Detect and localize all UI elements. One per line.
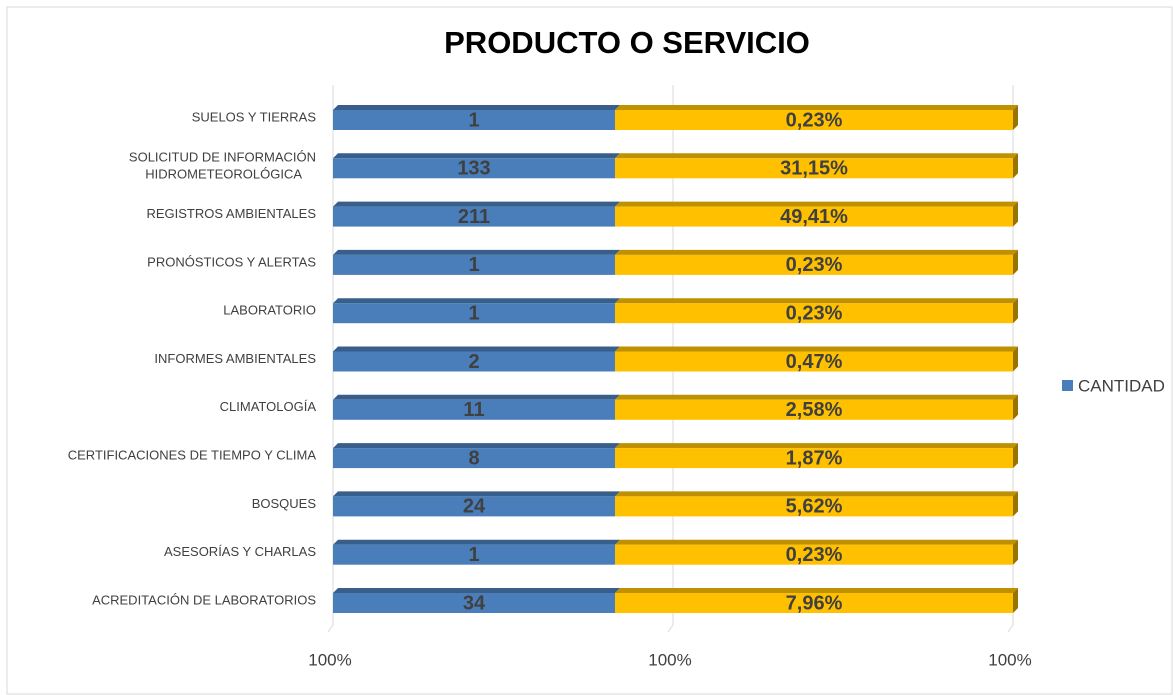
chart-title: PRODUCTO O SERVICIO [444, 25, 810, 60]
data-label: 0,23% [786, 302, 843, 324]
data-label: 133 [457, 158, 490, 180]
bar [333, 303, 615, 324]
bar-top [615, 201, 1018, 207]
bar [615, 496, 1013, 517]
bar [615, 399, 1013, 420]
bar-side [1013, 394, 1018, 420]
bar-top [615, 153, 1018, 159]
data-label: 31,15% [780, 158, 848, 180]
bar [615, 448, 1013, 469]
bar-top [615, 394, 1018, 400]
y-tick-label: ACREDITACIÓN DE LABORATORIOS [92, 592, 316, 607]
bar-top [615, 443, 1018, 449]
legend-label: CANTIDAD [1078, 376, 1165, 395]
bar [615, 110, 1013, 130]
bar-side [1013, 491, 1018, 517]
bar-top [615, 346, 1018, 352]
y-tick-label: PRONÓSTICOS Y ALERTAS [147, 254, 316, 269]
x-tick-label: 100% [308, 650, 351, 669]
y-tick-label: BOSQUES [252, 496, 317, 511]
data-label: 0,23% [786, 109, 843, 131]
bar [333, 496, 615, 517]
bar [333, 399, 615, 420]
data-label: 5,62% [786, 496, 843, 518]
bar-side [1013, 249, 1018, 275]
data-label: 1 [468, 109, 479, 131]
bar [333, 110, 615, 130]
bar-top [615, 539, 1018, 545]
bar-top [333, 346, 620, 352]
bar-top [333, 153, 620, 159]
bar-top [333, 201, 620, 207]
y-tick-label: INFORMES AMBIENTALES [154, 351, 316, 366]
bar-side [1013, 539, 1018, 565]
data-label: 0,23% [786, 544, 843, 566]
data-label: 1 [468, 302, 479, 324]
data-label: 1 [468, 544, 479, 566]
bar [333, 254, 615, 275]
data-label: 1 [468, 254, 479, 276]
bar-top [615, 491, 1018, 497]
bar [615, 158, 1013, 179]
data-label: 8 [468, 447, 479, 469]
bar-top [615, 588, 1018, 593]
bar-top [333, 491, 620, 497]
bar [333, 158, 615, 179]
bar [615, 593, 1013, 613]
bar [333, 351, 615, 372]
bar-top [615, 298, 1018, 304]
bar [333, 448, 615, 469]
bar [615, 206, 1013, 227]
bar-top [615, 105, 1018, 110]
bar [615, 544, 1013, 565]
data-label: 2 [468, 351, 479, 373]
data-label: 7,96% [786, 592, 843, 614]
data-label: 11 [463, 399, 484, 421]
data-label: 1,87% [786, 447, 843, 469]
bar-top [333, 105, 620, 110]
data-label: 2,58% [786, 399, 843, 421]
bar [333, 593, 615, 613]
data-label: 0,47% [786, 351, 843, 373]
data-label: 0,23% [786, 254, 843, 276]
bar-top [333, 249, 620, 255]
bar [333, 206, 615, 227]
data-label: 49,41% [780, 206, 848, 228]
data-label: 211 [458, 206, 490, 228]
y-tick-label: CERTIFICACIONES DE TIEMPO Y CLIMA [68, 448, 317, 463]
y-tick-label: CLIMATOLOGÍA [220, 399, 317, 414]
legend-swatch [1062, 380, 1073, 391]
bar-side [1013, 346, 1018, 372]
bar-top [333, 539, 620, 545]
bar-side [1013, 298, 1018, 324]
bar-top [333, 298, 620, 304]
bar-side [1013, 105, 1018, 130]
y-tick-label: SOLICITUD DE INFORMACIÓN HIDROMETEOROLÓGI… [129, 150, 316, 182]
data-label: 34 [463, 592, 486, 614]
bar [615, 254, 1013, 275]
bar-side [1013, 588, 1018, 613]
bar-top [333, 394, 620, 400]
x-tick-label: 100% [988, 650, 1031, 669]
bar-side [1013, 153, 1018, 179]
bar [615, 303, 1013, 324]
bar-top [333, 588, 620, 593]
bar-top [615, 249, 1018, 255]
bar-top [333, 443, 620, 449]
bar [333, 544, 615, 565]
x-tick-label: 100% [648, 650, 691, 669]
bar [615, 351, 1013, 372]
bar-side [1013, 443, 1018, 469]
bar-side [1013, 201, 1018, 227]
y-tick-label: ASESORÍAS Y CHARLAS [164, 544, 316, 559]
y-tick-label: REGISTROS AMBIENTALES [146, 206, 316, 221]
y-tick-label: LABORATORIO [223, 303, 316, 318]
y-tick-label: SUELOS Y TIERRAS [192, 109, 317, 124]
data-label: 24 [463, 496, 486, 518]
